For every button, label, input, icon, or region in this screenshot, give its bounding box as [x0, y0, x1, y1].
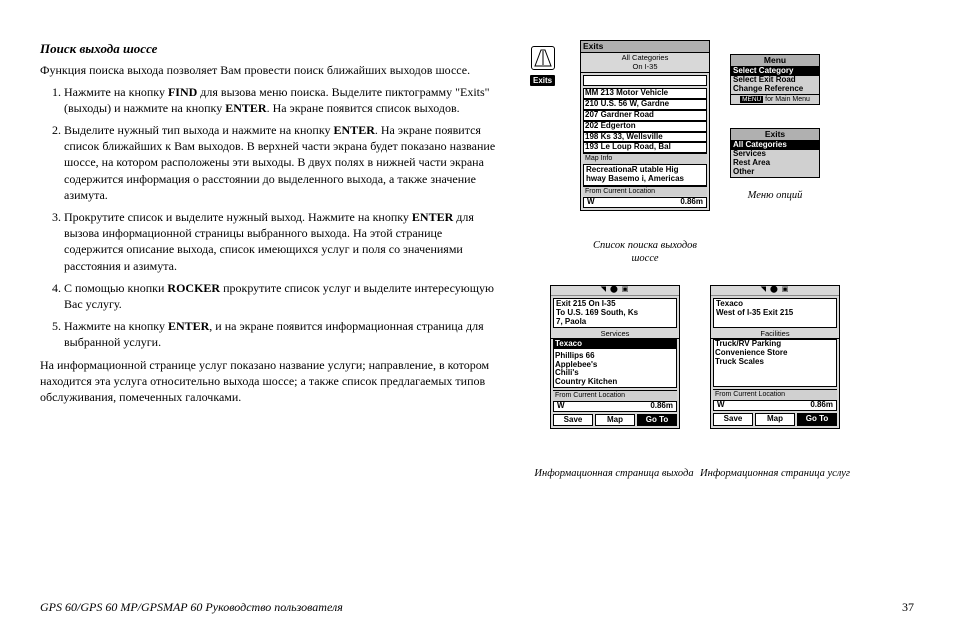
- caption-menu: Меню опций: [725, 190, 825, 203]
- page-number: 37: [902, 600, 914, 615]
- services-label: Services: [551, 330, 679, 339]
- step-4: С помощью кнопки ROCKER прокрутите списо…: [64, 280, 500, 312]
- list-item: 198 Ks 33, Wellsville: [583, 132, 707, 143]
- bearing-dir: W: [587, 198, 595, 207]
- page-footer: GPS 60/GPS 60 MP/GPSMAP 60 Руководство п…: [40, 600, 914, 615]
- step-3: Прокрутите список и выделите нужный выхо…: [64, 209, 500, 274]
- map-button: Map: [755, 413, 795, 426]
- save-button: Save: [553, 414, 593, 427]
- exits-list: 215 U.S. 169 South, K MM 213 Motor Vehic…: [583, 75, 707, 153]
- exits-subheader: All Categories On I-35: [581, 53, 709, 73]
- service-item: Texaco: [554, 340, 676, 349]
- step-1: Нажмите на кнопку FIND для вызова меню п…: [64, 84, 500, 116]
- status-icons: ◥ ⬤ ▣: [551, 286, 679, 296]
- facilities-label: Facilities: [711, 330, 839, 339]
- mapinfo-label: Map Info: [583, 153, 707, 164]
- bearing-dir: W: [557, 402, 565, 411]
- exits-icon: Exits: [530, 46, 555, 86]
- goto-button: Go To: [637, 414, 677, 427]
- step-2: Выделите нужный тип выхода и нажмите на …: [64, 122, 500, 203]
- list-item: 207 Gardner Road: [583, 110, 707, 121]
- mapinfo-text: RecreationaR utable Hig hway Basemo i, A…: [583, 164, 707, 186]
- menu-hint: MENU for Main Menu: [731, 94, 819, 105]
- bearing-dir: W: [717, 401, 725, 410]
- bearing-row: W 0.86m: [713, 400, 837, 411]
- bearing-dist: 0.86m: [680, 198, 703, 207]
- button-row: Save Map Go To: [711, 411, 839, 428]
- menu-hint-text: for Main Menu: [765, 96, 810, 103]
- screenshot-exits-list: Exits All Categories On I-35 215 U.S. 16…: [580, 40, 710, 211]
- exits-icon-label: Exits: [530, 75, 555, 86]
- exits-header: Exits: [581, 41, 709, 53]
- from-label: From Current Location: [553, 390, 677, 401]
- bearing-dist: 0.86m: [810, 401, 833, 410]
- list-item: 202 Edgerton: [583, 121, 707, 132]
- svc-title: Texaco West of I-35 Exit 215: [713, 298, 837, 328]
- caption-info: Информационная страница выхода: [532, 468, 696, 481]
- list-item: MM 213 Motor Vehicle: [583, 88, 707, 99]
- service-item: Phillips 66: [554, 352, 676, 361]
- list-item: 215 U.S. 169 South, K: [583, 75, 707, 86]
- screenshot-exit-info: ◥ ⬤ ▣ Exit 215 On I-35 To U.S. 169 South…: [550, 285, 680, 429]
- intro-text: Функция поиска выхода позволяет Вам пров…: [40, 62, 500, 78]
- menu-row: Change Reference: [731, 85, 819, 94]
- services-list: Texaco Phillips 66 Applebee's Chili's Co…: [553, 339, 677, 388]
- bearing-row: W 0.86m: [583, 197, 707, 208]
- status-icons: ◥ ⬤ ▣: [711, 286, 839, 296]
- button-row: Save Map Go To: [551, 412, 679, 429]
- facilities-list: Truck/RV Parking Convenience Store Truck…: [713, 339, 837, 387]
- menu-popup-2: Exits All Categories Services Rest Area …: [730, 128, 820, 178]
- facility-item: Convenience Store: [714, 349, 836, 358]
- road-glyph: [531, 46, 555, 70]
- goto-button: Go To: [797, 413, 837, 426]
- facility-item: Truck/RV Parking: [714, 340, 836, 349]
- bearing-dist: 0.86m: [650, 402, 673, 411]
- closing-text: На информационной странице услуг показан…: [40, 357, 500, 406]
- screenshot-service-info: ◥ ⬤ ▣ Texaco West of I-35 Exit 215 Facil…: [710, 285, 840, 429]
- info-title: Exit 215 On I-35 To U.S. 169 South, Ks 7…: [553, 298, 677, 328]
- step-5: Нажмите на кнопку ENTER, и на экране поя…: [64, 318, 500, 350]
- map-button: Map: [595, 414, 635, 427]
- list-item: 193 Le Loup Road, Bal: [583, 142, 707, 153]
- menu-popup-1: Menu Select Category Select Exit Road Ch…: [730, 54, 820, 105]
- list-item: 210 U.S. 56 W, Gardne: [583, 99, 707, 110]
- footer-title: GPS 60/GPS 60 MP/GPSMAP 60 Руководство п…: [40, 600, 343, 615]
- from-label: From Current Location: [713, 389, 837, 400]
- service-item: Applebee's: [554, 361, 676, 370]
- section-title: Поиск выхода шоссе: [40, 40, 500, 58]
- steps-list: Нажмите на кнопку FIND для вызова меню п…: [40, 84, 500, 351]
- caption-svc: Информационная страница услуг: [695, 468, 855, 481]
- service-item: Country Kitchen: [554, 378, 676, 387]
- save-button: Save: [713, 413, 753, 426]
- facility-item: Truck Scales: [714, 358, 836, 367]
- menu-key-icon: MENU: [740, 96, 763, 103]
- caption-exits: Список поиска выходов шоссе: [580, 240, 710, 265]
- service-item: Chili's: [554, 369, 676, 378]
- menu-row: Other: [731, 168, 819, 177]
- bearing-row: W 0.86m: [553, 401, 677, 412]
- from-label: From Current Location: [583, 186, 707, 197]
